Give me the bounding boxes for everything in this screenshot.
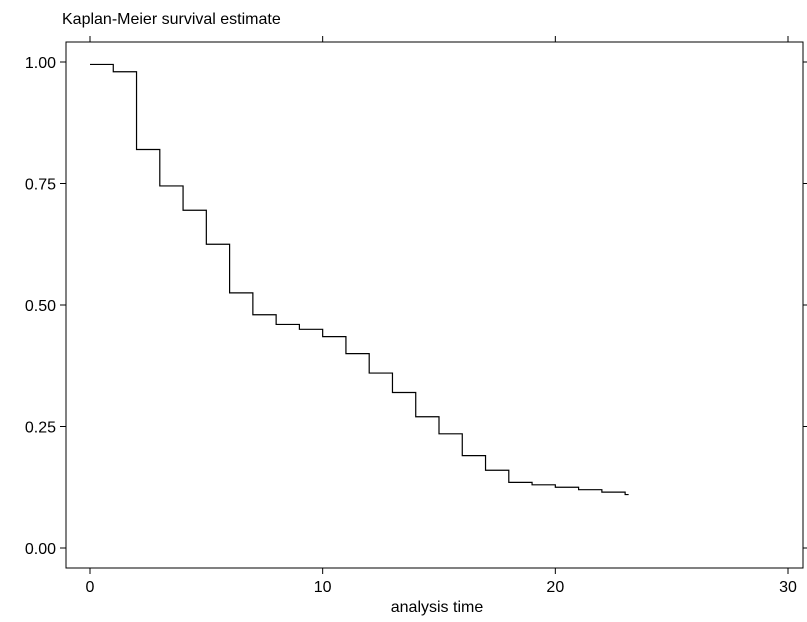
y-tick-label: 0.50 xyxy=(25,298,56,315)
x-tick-label: 20 xyxy=(546,579,564,596)
x-tick-label: 10 xyxy=(314,579,332,596)
y-tick-label: 1.00 xyxy=(25,55,56,72)
chart-title: Kaplan-Meier survival estimate xyxy=(62,11,281,28)
km-survival-line xyxy=(90,63,629,496)
y-axis: 0.00 0.25 0.50 0.75 1.00 xyxy=(25,55,807,558)
y-tick-label: 0.25 xyxy=(25,420,56,437)
y-tick-label: 0.75 xyxy=(25,177,56,194)
plot-frame xyxy=(65,41,804,569)
x-axis: 0 10 20 30 xyxy=(86,36,797,596)
y-tick-label: 0.00 xyxy=(25,541,56,558)
x-tick-label: 0 xyxy=(86,579,95,596)
x-tick-label: 30 xyxy=(779,579,797,596)
x-axis-title: analysis time xyxy=(391,599,484,616)
